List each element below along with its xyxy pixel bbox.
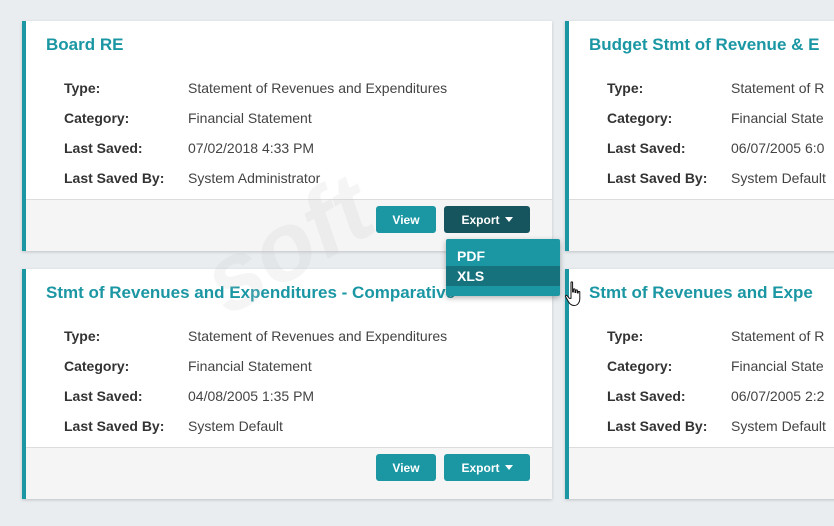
category-value: Financial State (731, 358, 824, 374)
last-saved-label: Last Saved: (607, 388, 686, 404)
type-value: Statement of R (731, 80, 825, 96)
last-saved-by-value: System Default (731, 418, 826, 434)
hand-pointer-cursor-icon (564, 281, 581, 306)
last-saved-by-value: System Default (188, 418, 283, 434)
last-saved-value: 04/08/2005 1:35 PM (188, 388, 315, 404)
last-saved-label: Last Saved: (64, 388, 143, 404)
type-value: Statement of Revenues and Expenditures (188, 328, 448, 344)
last-saved-by-value: System Administrator (188, 170, 321, 186)
category-value: Financial Statement (188, 110, 312, 126)
category-label: Category: (64, 110, 130, 126)
card-title[interactable]: Budget Stmt of Revenue & E (589, 35, 820, 54)
report-card-stmt-revenues: Stmt of Revenues and Expe Type: Statement… (565, 269, 834, 499)
export-button-label: Export (461, 212, 500, 227)
view-button[interactable]: View (376, 454, 436, 481)
view-button[interactable]: View (376, 206, 436, 233)
last-saved-by-value: System Default (731, 170, 826, 186)
type-value: Statement of Revenues and Expenditures (188, 80, 448, 96)
export-pdf-option[interactable]: PDF (457, 248, 485, 264)
card-title[interactable]: Board RE (46, 35, 124, 54)
caret-down-icon (504, 217, 513, 222)
last-saved-label: Last Saved: (607, 140, 686, 156)
last-saved-by-label: Last Saved By: (64, 418, 165, 434)
last-saved-by-label: Last Saved By: (607, 418, 708, 434)
last-saved-label: Last Saved: (64, 140, 143, 156)
export-button[interactable]: Export (444, 454, 530, 481)
view-button-label: View (392, 212, 420, 227)
last-saved-value: 06/07/2005 6:0 (731, 140, 825, 156)
last-saved-value: 07/02/2018 4:33 PM (188, 140, 315, 156)
category-value: Financial Statement (188, 358, 312, 374)
export-dropdown-menu: PDF XLS (446, 239, 560, 296)
view-button-label: View (392, 460, 420, 475)
type-label: Type: (64, 328, 101, 344)
report-card-board-re: Board RE Type: Statement of Revenues and … (22, 21, 552, 251)
report-card-stmt-comparative: Stmt of Revenues and Expenditures - Comp… (22, 269, 552, 499)
card-footer (569, 199, 834, 251)
last-saved-by-label: Last Saved By: (607, 170, 708, 186)
category-label: Category: (64, 358, 130, 374)
type-label: Type: (607, 328, 644, 344)
category-label: Category: (607, 110, 673, 126)
category-value: Financial State (731, 110, 824, 126)
card-footer (569, 447, 834, 499)
card-footer: View Export (26, 447, 552, 499)
caret-down-icon (504, 465, 513, 470)
type-value: Statement of R (731, 328, 825, 344)
last-saved-by-label: Last Saved By: (64, 170, 165, 186)
card-title[interactable]: Stmt of Revenues and Expenditures - Comp… (46, 283, 456, 302)
category-label: Category: (607, 358, 673, 374)
export-xls-option[interactable]: XLS (446, 266, 560, 286)
last-saved-value: 06/07/2005 2:2 (731, 388, 825, 404)
type-label: Type: (64, 80, 101, 96)
export-button[interactable]: Export (444, 206, 530, 233)
export-button-label: Export (461, 460, 500, 475)
report-card-budget-stmt: Budget Stmt of Revenue & E Type: Statemen… (565, 21, 834, 251)
type-label: Type: (607, 80, 644, 96)
card-title[interactable]: Stmt of Revenues and Expe (589, 283, 813, 302)
